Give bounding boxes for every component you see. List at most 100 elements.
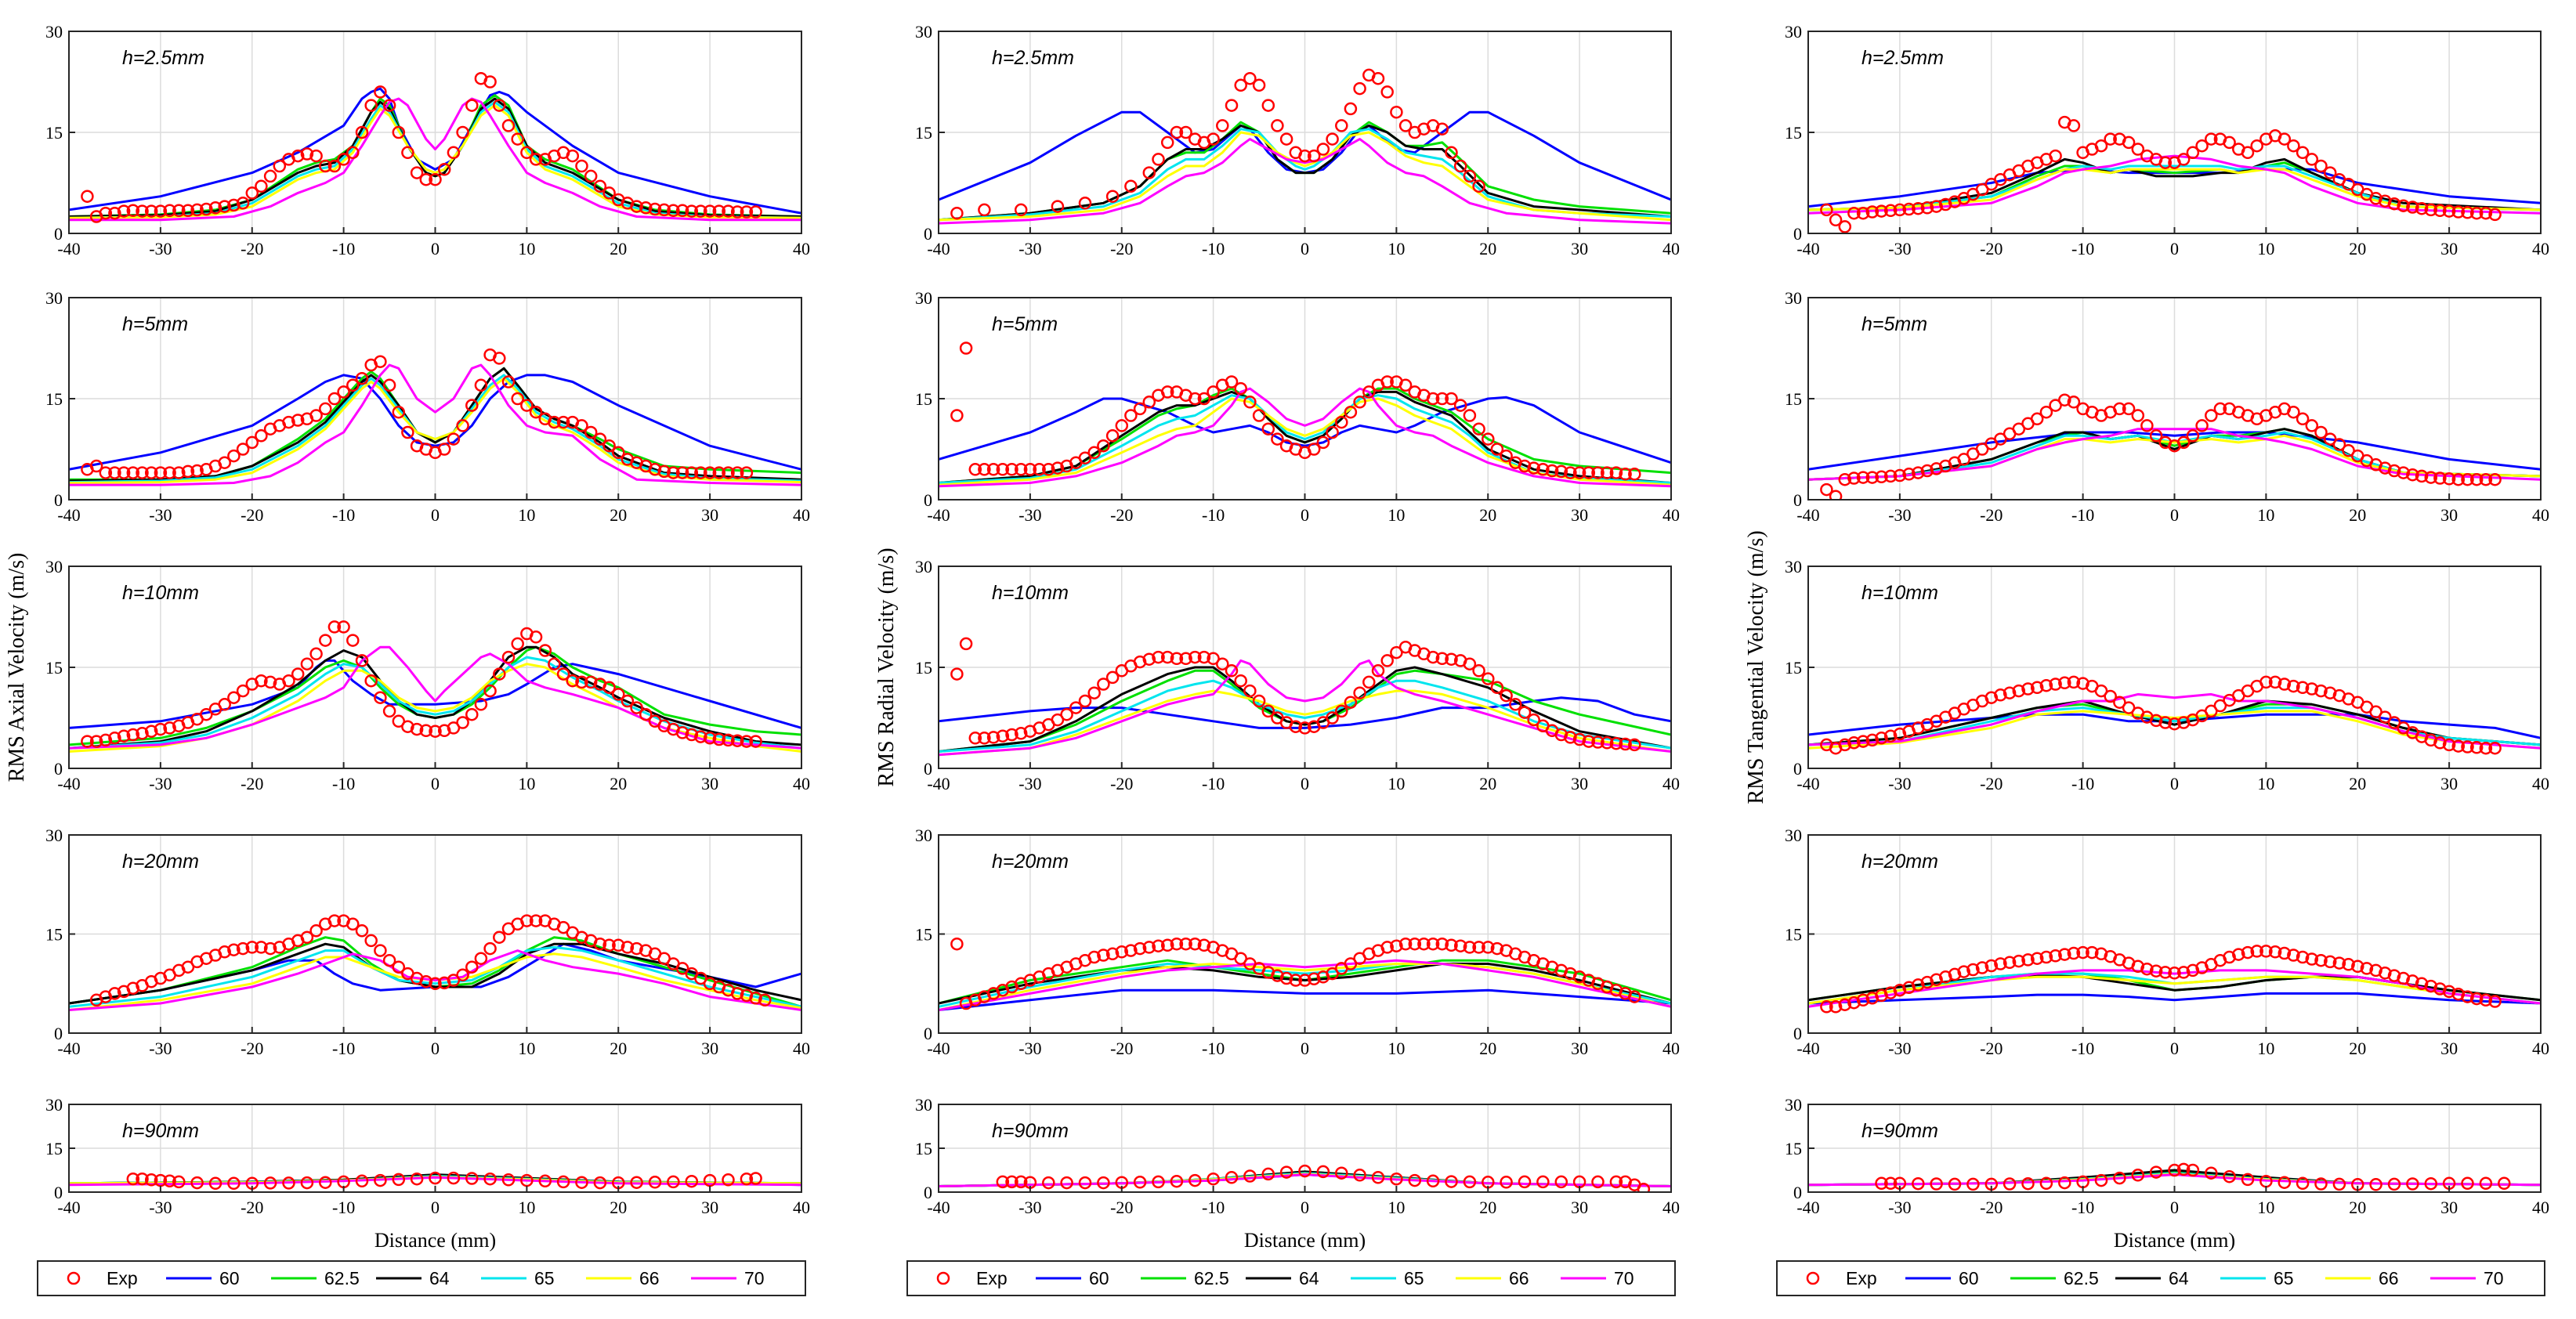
exp-point: [1189, 1173, 1202, 1187]
legend-label: 64: [1299, 1268, 1319, 1288]
panel-col1-row4: -40 -30 -20 -10 0 10 20 30 40 0 15 30 h=20mm: [45, 826, 810, 1058]
exp-point: [1472, 422, 1485, 435]
plot-area: [939, 937, 1671, 1011]
x-tick-label: -20: [241, 239, 263, 258]
x-tick-label: -20: [1980, 1039, 2003, 1058]
exp-point: [1628, 990, 1641, 1003]
exp-point: [456, 716, 469, 729]
exp-point: [1591, 1175, 1605, 1189]
height-label: h=90mm: [122, 1120, 199, 1142]
x-tick-label: 30: [701, 1039, 718, 1058]
exp-point: [630, 701, 643, 714]
x-tick-label: 20: [1479, 774, 1496, 793]
exp-point: [1609, 1175, 1623, 1189]
panel-col3-row3: -40 -30 -20 -10 0 10 20 30 40 0 15 30 h=10mm: [1785, 557, 2549, 793]
x-tick-label: -10: [332, 505, 355, 525]
exp-point: [2305, 682, 2319, 696]
y-tick-label: 15: [915, 1139, 932, 1158]
exp-point: [667, 466, 680, 479]
series-line-66: [939, 963, 1671, 1011]
exp-point: [722, 733, 735, 747]
exp-point: [465, 960, 479, 974]
exp-point: [346, 146, 360, 160]
panel-col3-row1: -40 -30 -20 -10 0 10 20 30 40 0 15 30 h=2.5mm: [1785, 22, 2549, 258]
series-line-70: [939, 659, 1671, 757]
exp-point: [2461, 990, 2474, 1003]
exp-point: [327, 159, 342, 173]
exp-point: [1572, 732, 1586, 746]
exp-point: [2296, 146, 2310, 160]
legend-label: 70: [2484, 1268, 2504, 1288]
exp-point: [1207, 385, 1220, 399]
exp-point: [327, 392, 342, 406]
exp-point: [1160, 385, 1174, 399]
exp-point: [1426, 1174, 1440, 1188]
exp-point: [1920, 464, 1934, 478]
x-tick-label: -40: [57, 505, 80, 525]
exp-point: [2067, 946, 2081, 960]
exp-point: [1014, 203, 1028, 217]
exp-point: [1042, 463, 1055, 476]
exp-point: [2296, 950, 2310, 964]
x-tick-label: 30: [701, 239, 718, 258]
exp-point: [593, 179, 607, 193]
exp-point: [255, 179, 268, 193]
exp-point: [520, 399, 534, 412]
x-tick-label: 40: [1662, 505, 1680, 525]
x-tick-label: -40: [927, 239, 950, 258]
exp-point: [144, 725, 158, 738]
series-line-65: [939, 394, 1671, 484]
x-tick-label: -10: [2071, 774, 2094, 793]
exp-point: [1435, 937, 1449, 951]
exp-point: [309, 409, 323, 422]
exp-point: [1189, 392, 1202, 406]
y-axis-label: RMS Axial Velocity (m/s): [5, 553, 29, 782]
exp-point: [126, 466, 140, 479]
x-tick-label: -20: [1980, 1198, 2003, 1217]
exp-point: [1344, 957, 1358, 970]
legend-label: 62.5: [1194, 1268, 1229, 1288]
exp-point: [1279, 132, 1293, 146]
exp-point: [1014, 727, 1028, 740]
exp-point: [1234, 381, 1247, 396]
x-tick-label: 0: [2170, 239, 2179, 258]
exp-point: [1398, 378, 1413, 392]
exp-point: [1398, 937, 1413, 951]
exp-point: [1426, 937, 1440, 951]
exp-point: [2205, 1166, 2218, 1180]
x-tick-label: -20: [1110, 1198, 1133, 1217]
exp-point: [1619, 737, 1632, 751]
x-tick-label: 10: [518, 505, 535, 525]
exp-point: [1124, 944, 1138, 957]
exp-point: [2213, 699, 2227, 713]
series-line-60: [69, 374, 801, 471]
exp-point: [1097, 439, 1110, 453]
exp-point: [1994, 957, 2007, 970]
series-line-64: [939, 666, 1671, 753]
exp-point: [1975, 182, 1989, 197]
x-tick-label: 10: [1387, 1198, 1405, 1217]
exp-point: [501, 119, 516, 132]
x-axis-label: Distance (mm): [1244, 1229, 1366, 1252]
exp-point: [959, 341, 973, 355]
exp-point: [703, 204, 717, 218]
exp-point: [172, 204, 186, 218]
exp-point: [144, 466, 158, 479]
exp-point: [1380, 654, 1394, 667]
exp-point: [99, 733, 113, 747]
exp-point: [1142, 396, 1156, 409]
exp-point: [584, 169, 598, 183]
exp-point: [392, 405, 406, 419]
exp-point: [630, 1176, 643, 1189]
y-tick-label: 30: [1785, 22, 1802, 42]
exp-point: [1243, 71, 1257, 85]
x-tick-label: 20: [2349, 239, 2366, 258]
exp-point: [2488, 995, 2502, 1008]
exp-point: [355, 371, 369, 385]
exp-point: [117, 204, 131, 218]
legend-label: 65: [1404, 1268, 1424, 1288]
exp-point: [1087, 446, 1101, 460]
exp-point: [996, 463, 1010, 476]
exp-point: [2131, 143, 2145, 156]
exp-point: [1316, 435, 1330, 450]
